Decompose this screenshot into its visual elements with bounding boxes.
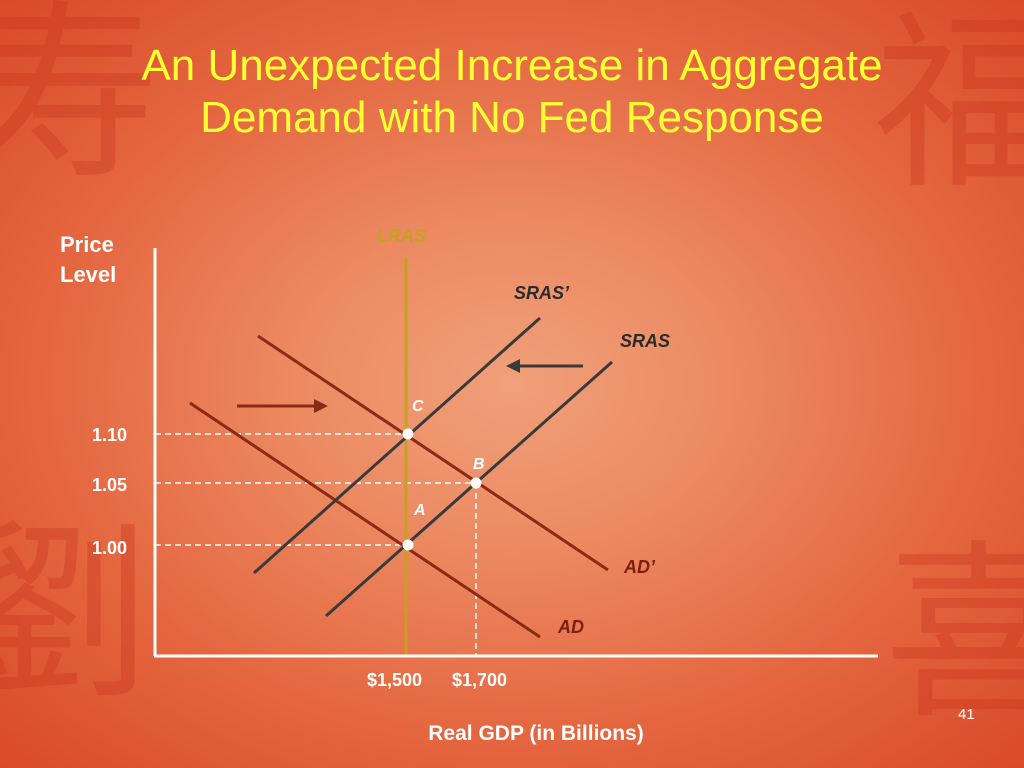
slide-title-line-1: An Unexpected Increase in Aggregate	[141, 41, 883, 90]
decorative-glyph-bottom-right: 喜	[883, 524, 1024, 745]
slide-title-line-2: Demand with No Fed Response	[200, 93, 824, 142]
x-axis-label: Real GDP (in Billions)	[428, 722, 643, 745]
price-tick-110: 1.10	[92, 425, 127, 445]
ad-prime-line	[257, 334, 609, 572]
y-axis-label-line-2: Level	[60, 262, 116, 287]
price-tick-105: 1.05	[92, 475, 127, 495]
point-c-marker	[402, 428, 414, 440]
slide-title: An Unexpected Increase in Aggregate Dema…	[0, 40, 1024, 144]
sras-line	[325, 360, 613, 618]
point-c-label: C	[412, 398, 424, 415]
lras-label: LRAS	[377, 226, 426, 246]
y-axis-label-line-1: Price	[60, 232, 114, 257]
decorative-glyph-top-right: 福	[873, 0, 1024, 215]
sras-prime-line	[253, 316, 541, 575]
sras-prime-label: SRAS’	[514, 283, 570, 303]
sras-label: SRAS	[620, 331, 670, 351]
ad-label: AD	[557, 617, 584, 637]
gdp-tick-1700: $1,700	[452, 670, 507, 690]
point-a-marker	[402, 539, 414, 551]
decorative-glyph-top-left: 寿	[0, 0, 161, 205]
sras-shift-arrow	[506, 359, 583, 373]
point-b-marker	[470, 477, 482, 489]
ad-line	[189, 401, 541, 639]
decorative-glyph-bottom-left: 劉	[0, 504, 151, 725]
slide-number: 41	[958, 706, 975, 723]
gdp-tick-1500: $1,500	[367, 670, 422, 690]
point-a-label: A	[413, 502, 426, 519]
ad-shift-arrow	[237, 399, 328, 413]
point-b-label: B	[473, 456, 485, 473]
ad-prime-label: AD’	[623, 557, 656, 577]
price-tick-100: 1.00	[92, 538, 127, 558]
